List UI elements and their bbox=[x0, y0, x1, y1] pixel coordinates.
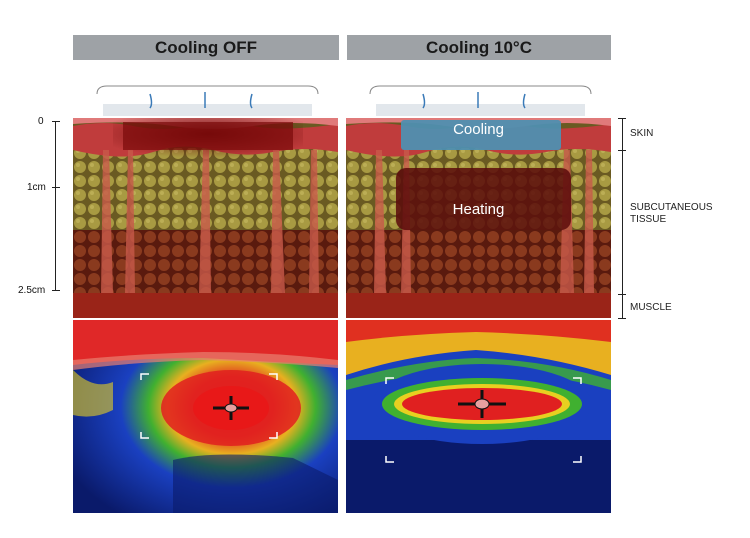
crosshair-icon bbox=[458, 390, 506, 418]
layer-label-muscle: MUSCLE bbox=[630, 302, 672, 313]
ruler-label-2.5cm: 2.5cm bbox=[18, 285, 46, 296]
ruler-tick-1cm bbox=[52, 187, 60, 188]
depth-ruler bbox=[55, 121, 60, 291]
applicator-left bbox=[96, 85, 319, 116]
bracket-tick-skin bbox=[618, 150, 626, 151]
layer-label-subcutaneous-line1: SUBCUTANEOUS bbox=[630, 202, 713, 213]
cooling-zone-label: Cooling bbox=[453, 121, 504, 138]
thermal-image-cooling-10c bbox=[346, 320, 611, 513]
crosshair-icon bbox=[213, 396, 249, 420]
layer-bracket bbox=[622, 118, 627, 318]
bracket-tick-top bbox=[618, 118, 626, 119]
header-cooling-10c: Cooling 10°C bbox=[347, 35, 611, 60]
ruler-label-0: 0 bbox=[38, 116, 44, 127]
heating-zone-label: Heating bbox=[452, 201, 505, 218]
applicator-right bbox=[369, 85, 592, 116]
bracket-tick-bottom bbox=[618, 318, 626, 319]
layer-label-subcutaneous: SUBCUTANEOUS TISSUE bbox=[630, 202, 713, 226]
layer-label-skin: SKIN bbox=[630, 128, 654, 139]
layer-label-subcutaneous-line2: TISSUE bbox=[630, 214, 667, 225]
tissue-panel-cooling-10c: Cooling Heating bbox=[346, 118, 611, 318]
bracket-tick-muscle bbox=[618, 294, 626, 295]
thermal-image-cooling-off bbox=[73, 320, 338, 513]
tissue-panel-cooling-off bbox=[73, 118, 338, 318]
ruler-tick-0 bbox=[52, 121, 60, 122]
ruler-label-1cm: 1cm bbox=[27, 182, 46, 193]
ruler-tick-2.5cm bbox=[52, 290, 60, 291]
header-cooling-off: Cooling OFF bbox=[73, 35, 339, 60]
